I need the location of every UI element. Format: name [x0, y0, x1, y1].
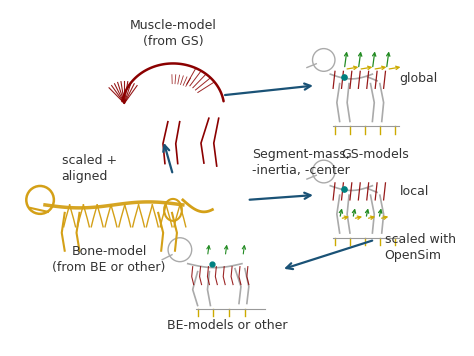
Text: BE-models or other: BE-models or other	[167, 319, 287, 333]
Text: scaled +
aligned: scaled + aligned	[62, 153, 117, 183]
Text: scaled with
OpenSim: scaled with OpenSim	[385, 233, 456, 262]
Text: local: local	[400, 185, 429, 198]
Text: Bone-model
(from BE or other): Bone-model (from BE or other)	[52, 245, 166, 274]
Text: GS-models: GS-models	[341, 148, 409, 161]
Text: Muscle-model
(from GS): Muscle-model (from GS)	[129, 19, 217, 48]
Text: Segment-mass,
-inertia, -center: Segment-mass, -inertia, -center	[252, 148, 349, 177]
Text: global: global	[400, 72, 438, 85]
